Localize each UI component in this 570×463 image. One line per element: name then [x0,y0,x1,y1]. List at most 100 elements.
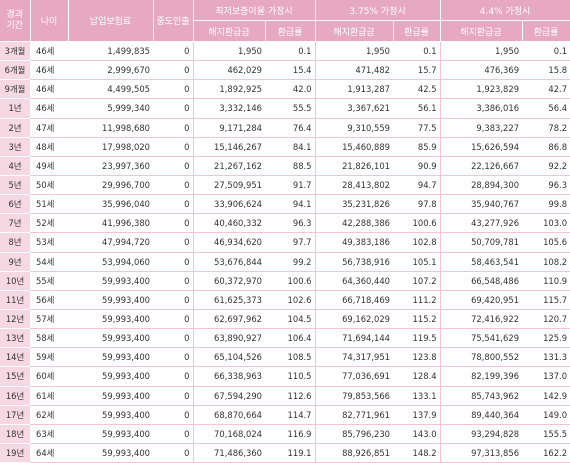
table-cell: 63세 [30,424,68,444]
table-cell: 94.1 [265,194,316,215]
table-cell: 0 [153,290,194,310]
table-cell: 9년 [0,252,30,272]
table-cell: 66,548,486 [440,271,523,291]
table-row: 2년 47세 11,998,680 0 9,171,284 76.4 9,310,559 77… [0,118,570,138]
table-cell: 64세 [30,443,68,463]
table-cell: 125.9 [522,328,570,349]
table-cell: 162.2 [522,443,570,463]
table-cell: 111.2 [393,290,441,310]
table-cell: 62세 [30,405,68,425]
table-cell: 50세 [30,175,68,196]
table-cell: 3,367,621 [315,98,394,119]
table-cell: 105.6 [522,232,570,253]
table-cell: 476,369 [440,60,523,81]
table-cell: 16년 [0,386,30,406]
table-cell: 0 [153,386,194,406]
table-cell: 110.5 [265,366,316,387]
table-cell: 28,894,300 [440,175,523,196]
table-cell: 100.6 [265,271,316,291]
table-cell: 0 [153,328,194,349]
table-cell: 17년 [0,405,30,425]
table-cell: 58세 [30,328,68,349]
table-cell: 0 [153,137,194,157]
table-cell: 3,386,016 [440,98,523,119]
table-cell: 53세 [30,232,68,253]
table-cell: 0 [153,443,194,463]
table-cell: 68,870,664 [193,405,265,425]
table-cell: 4년 [0,156,30,176]
table-cell: 47,994,720 [68,232,153,253]
table-cell: 0 [153,232,194,253]
table-cell: 17,998,020 [68,137,153,157]
table-cell: 119.5 [393,328,441,349]
table-cell: 56.4 [522,98,570,119]
table-cell: 3년 [0,137,30,157]
table-cell: 56,738,916 [315,252,394,272]
table-cell: 11년 [0,290,30,310]
table-cell: 61세 [30,386,68,406]
table-cell: 74,317,951 [315,347,394,368]
table-cell: 42.7 [522,79,570,100]
table-row: 3년 48세 17,998,020 0 15,146,267 84.1 15,460,889… [0,137,570,157]
table-cell: 9,383,227 [440,118,523,138]
table-cell: 0 [153,366,194,387]
group-header: 3.75% 가정시 [315,0,441,21]
table-cell: 15,146,267 [193,137,265,157]
header-cell: 중도인출 [153,0,194,42]
table-cell: 155.5 [522,424,570,444]
table-cell: 46세 [30,41,68,62]
table-cell: 5,999,340 [68,98,153,119]
table-cell: 29,996,700 [68,175,153,196]
table-cell: 86.8 [522,137,570,157]
table-cell: 1,950 [193,41,265,62]
table-cell: 96.3 [522,175,570,196]
table-cell: 50,709,781 [440,232,523,253]
table-cell: 97.8 [393,194,441,215]
table-cell: 75,541,629 [440,328,523,349]
table-cell: 103.0 [522,213,570,234]
table-cell: 71,486,360 [193,443,265,463]
table-cell: 99.2 [265,252,316,272]
table-cell: 7년 [0,213,30,234]
table-cell: 1,950 [315,41,394,62]
table-row: 1년 46세 5,999,340 0 3,332,146 55.5 3,367,621 56.… [0,98,570,119]
table-cell: 1,892,925 [193,79,265,100]
table-cell: 6개월 [0,60,30,81]
table-cell: 102.6 [265,290,316,310]
table-cell: 42,288,386 [315,213,394,234]
table-cell: 89,440,364 [440,405,523,425]
table-cell: 77,036,691 [315,366,394,387]
table-cell: 59,993,400 [68,443,153,463]
table-cell: 69,420,951 [440,290,523,310]
table-cell: 21,267,162 [193,156,265,176]
table-cell: 128.4 [393,366,441,387]
table-cell: 137.0 [522,366,570,387]
table-cell: 92.2 [522,156,570,176]
table-cell: 71,694,144 [315,328,394,349]
header-cell: 해지환급금 [315,20,394,42]
table-row: 15년 60세 59,993,400 0 66,338,963 110.5 77,036,6… [0,366,570,387]
table-cell: 0 [153,309,194,330]
table-cell: 18년 [0,424,30,444]
table-cell: 66,338,963 [193,366,265,387]
table-cell: 46세 [30,79,68,100]
table-cell: 72,416,922 [440,309,523,330]
table-cell: 112.6 [265,386,316,406]
header-cell: 해지환급금 [440,20,523,42]
table-cell: 23,997,360 [68,156,153,176]
table-cell: 59,993,400 [68,328,153,349]
table-cell: 97,313,856 [440,443,523,463]
table-row: 13년 58세 59,993,400 0 63,890,927 106.4 71,694,1… [0,328,570,349]
table-cell: 0.1 [393,41,441,62]
table-cell: 115.7 [522,290,570,310]
table-cell: 64,360,440 [315,271,394,291]
table-cell: 56.1 [393,98,441,119]
table-cell: 116.9 [265,424,316,444]
table-cell: 10년 [0,271,30,291]
table-row: 11년 56세 59,993,400 0 61,625,373 102.6 66,718,4… [0,290,570,310]
table-cell: 91.7 [265,175,316,196]
table-cell: 63,890,927 [193,328,265,349]
table-row: 3개월 46세 1,499,835 0 1,950 0.1 1,950 0.1 1,950 0.1 [0,41,570,62]
table-cell: 115.2 [393,309,441,330]
table-row: 9개월 46세 4,499,505 0 1,892,925 42.0 1,913,287 42… [0,79,570,100]
